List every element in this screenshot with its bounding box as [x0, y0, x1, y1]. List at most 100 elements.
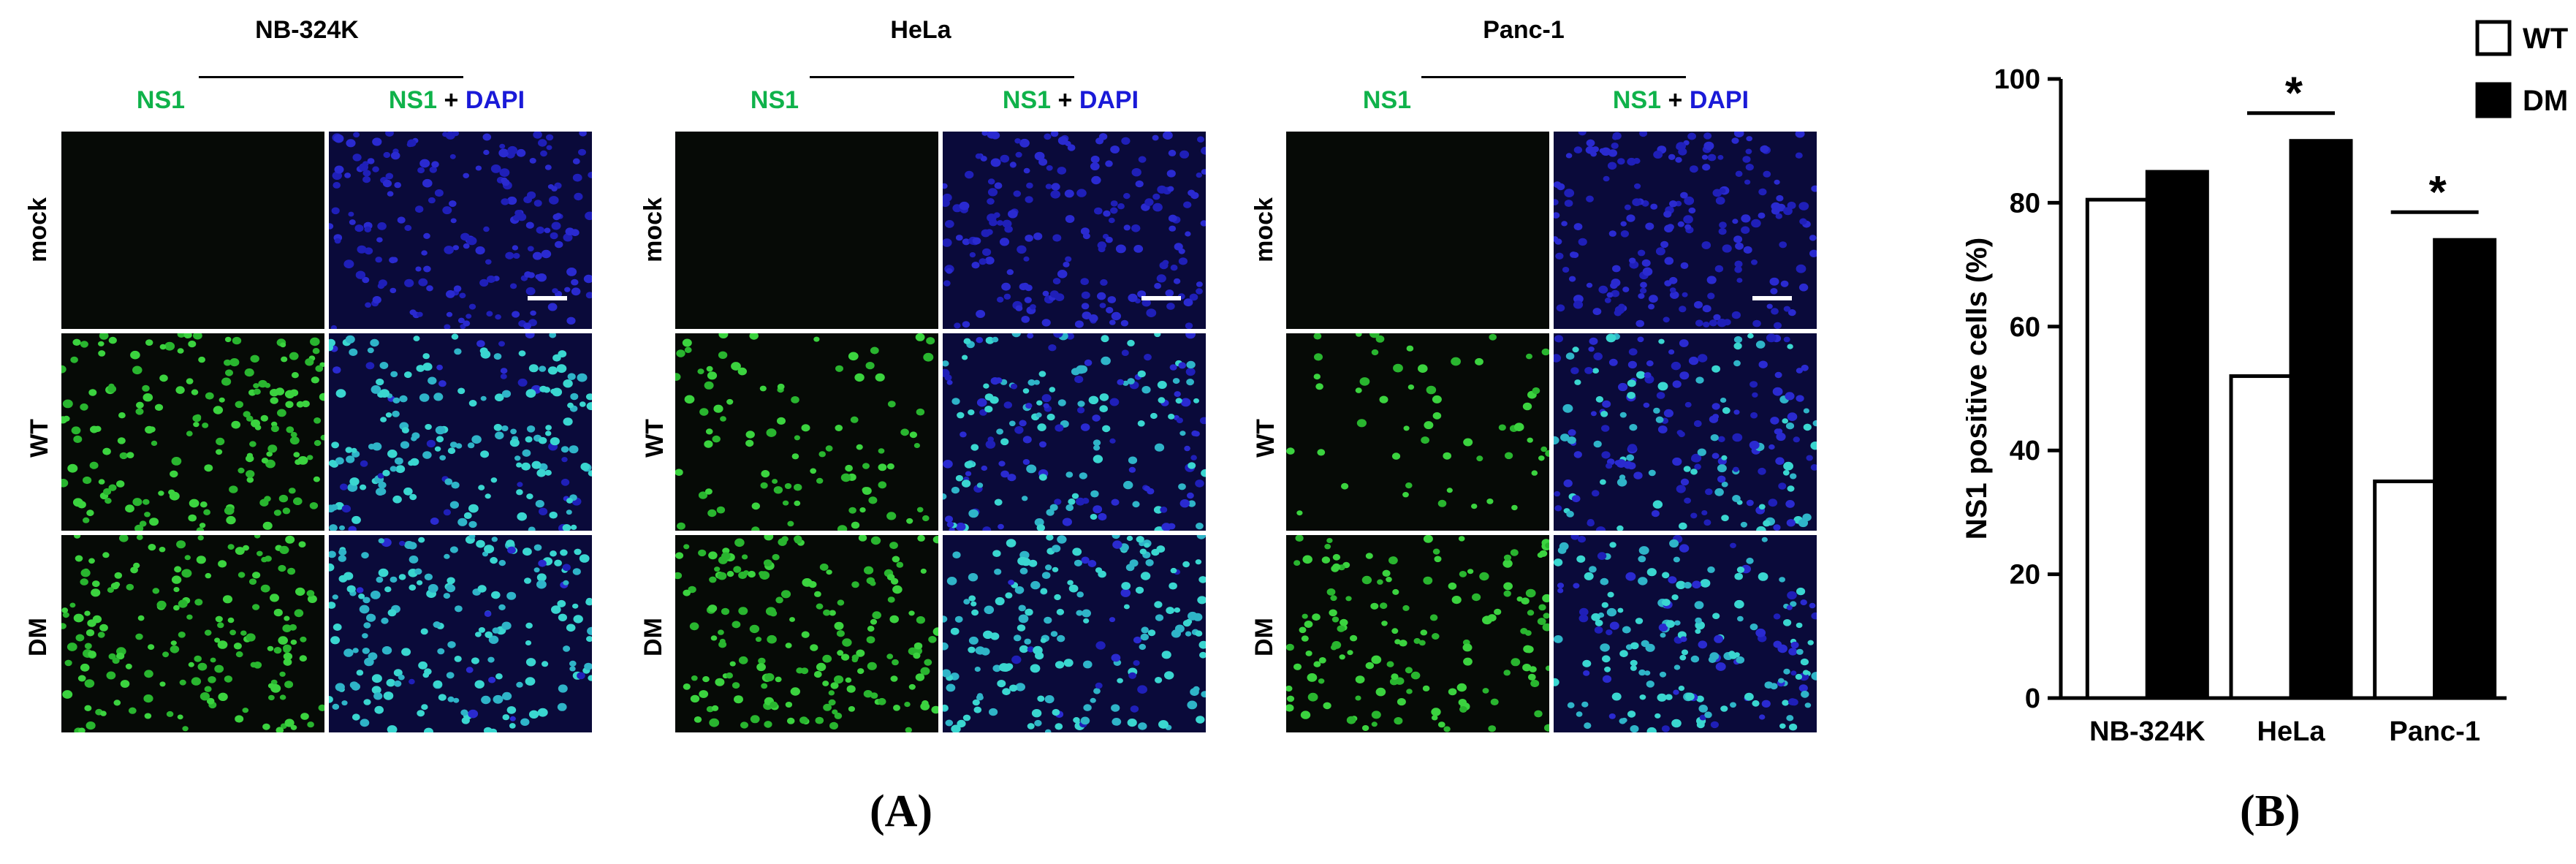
cell-nucleus	[364, 247, 373, 255]
cell-nucleus	[1423, 576, 1433, 585]
micrograph-hela-dm-ns1	[675, 535, 938, 732]
row-label-wt-1: WT	[25, 419, 53, 458]
cell-nucleus	[231, 420, 240, 429]
cell-nucleus	[1679, 306, 1687, 313]
cell-nucleus	[886, 574, 895, 581]
cell-nucleus	[199, 523, 206, 528]
cell-nucleus	[1668, 576, 1677, 584]
cell-nucleus	[922, 700, 929, 707]
cell-nucleus	[994, 499, 1003, 506]
cell-nucleus	[525, 287, 536, 295]
cell-nucleus	[1557, 588, 1564, 594]
cell-nucleus	[705, 428, 713, 435]
cell-nucleus	[390, 466, 397, 472]
cell-nucleus	[1128, 466, 1136, 473]
cell-nucleus	[177, 348, 184, 354]
cell-nucleus	[1019, 420, 1027, 427]
cell-nucleus	[1102, 425, 1111, 433]
cell-nucleus	[94, 425, 102, 432]
cell-nucleus	[1564, 189, 1575, 197]
cell-nucleus	[1015, 683, 1025, 691]
cell-nucleus	[483, 727, 493, 732]
cell-nucleus	[1098, 133, 1108, 140]
cell-nucleus	[1429, 614, 1438, 621]
cell-nucleus	[495, 673, 503, 680]
cell-nucleus	[253, 383, 259, 389]
cell-nucleus	[293, 497, 303, 505]
cell-nucleus	[1709, 319, 1717, 327]
cell-nucleus	[143, 393, 153, 402]
cell-nucleus	[356, 670, 364, 676]
cell-nucleus	[718, 351, 728, 359]
cell-nucleus	[365, 302, 371, 308]
cell-nucleus	[1573, 300, 1584, 309]
cell-nucleus	[353, 132, 360, 138]
cell-nucleus	[198, 356, 205, 363]
cell-nucleus	[1711, 452, 1720, 459]
cell-nucleus	[1074, 375, 1084, 384]
cell-nucleus	[235, 547, 245, 556]
cell-nucleus	[1809, 235, 1817, 241]
cell-nucleus	[1381, 621, 1388, 626]
cell-nucleus	[1733, 342, 1742, 350]
cell-nucleus	[398, 674, 405, 681]
cell-nucleus	[1684, 497, 1691, 504]
cell-nucleus	[712, 435, 721, 443]
cell-nucleus	[1026, 182, 1033, 189]
cell-nucleus	[1646, 681, 1654, 688]
cell-nucleus	[1617, 158, 1625, 165]
cell-nucleus	[1399, 640, 1407, 647]
cell-nucleus	[1063, 659, 1074, 667]
cell-nucleus	[704, 440, 713, 448]
cell-nucleus	[943, 238, 952, 247]
cell-nucleus	[1174, 624, 1185, 633]
cell-nucleus	[972, 237, 981, 245]
cell-nucleus	[1811, 672, 1817, 681]
cell-nucleus	[424, 668, 432, 675]
cell-nucleus	[279, 671, 286, 677]
cell-nucleus	[194, 414, 202, 420]
cell-nucleus	[1714, 634, 1723, 643]
cell-nucleus	[1630, 642, 1639, 650]
cell-nucleus	[291, 372, 299, 379]
cell-nucleus	[1110, 145, 1120, 154]
cell-nucleus	[171, 457, 182, 466]
cell-nucleus	[214, 664, 224, 673]
cell-nucleus	[1809, 602, 1816, 609]
cell-nucleus	[1168, 214, 1177, 222]
cell-nucleus	[182, 726, 189, 732]
cell-nucleus	[1169, 582, 1177, 590]
cell-nucleus	[1109, 398, 1120, 406]
cell-nucleus	[330, 325, 337, 329]
cell-nucleus	[1554, 354, 1562, 363]
cell-nucleus	[588, 675, 592, 681]
cell-nucleus	[84, 705, 92, 711]
cell-nucleus	[1682, 292, 1688, 298]
cell-nucleus	[1476, 455, 1483, 462]
cell-nucleus	[428, 584, 438, 593]
cell-nucleus	[505, 251, 514, 259]
cell-nucleus	[962, 714, 971, 721]
cell-nucleus	[480, 450, 490, 458]
cell-nucleus	[551, 221, 561, 230]
cell-nucleus	[1742, 156, 1751, 163]
cell-nucleus	[309, 502, 319, 509]
cell-nucleus	[1045, 183, 1052, 189]
cell-nucleus	[1711, 403, 1720, 410]
cell-nucleus	[840, 473, 851, 482]
cell-nucleus	[1010, 383, 1018, 390]
cell-nucleus	[86, 509, 94, 517]
cell-nucleus	[1616, 478, 1627, 487]
cell-nucleus	[305, 358, 314, 366]
cell-nucleus	[516, 489, 523, 496]
cell-nucleus	[1365, 553, 1373, 559]
cell-nucleus	[148, 544, 156, 551]
cell-nucleus	[1406, 345, 1414, 352]
cell-nucleus	[751, 526, 760, 531]
cell-nucleus	[1554, 490, 1561, 497]
cell-nucleus	[362, 596, 371, 604]
cell-nucleus	[1314, 353, 1323, 361]
cell-nucleus	[1773, 524, 1781, 531]
cell-nucleus	[1201, 146, 1206, 155]
cell-nucleus	[371, 385, 381, 394]
